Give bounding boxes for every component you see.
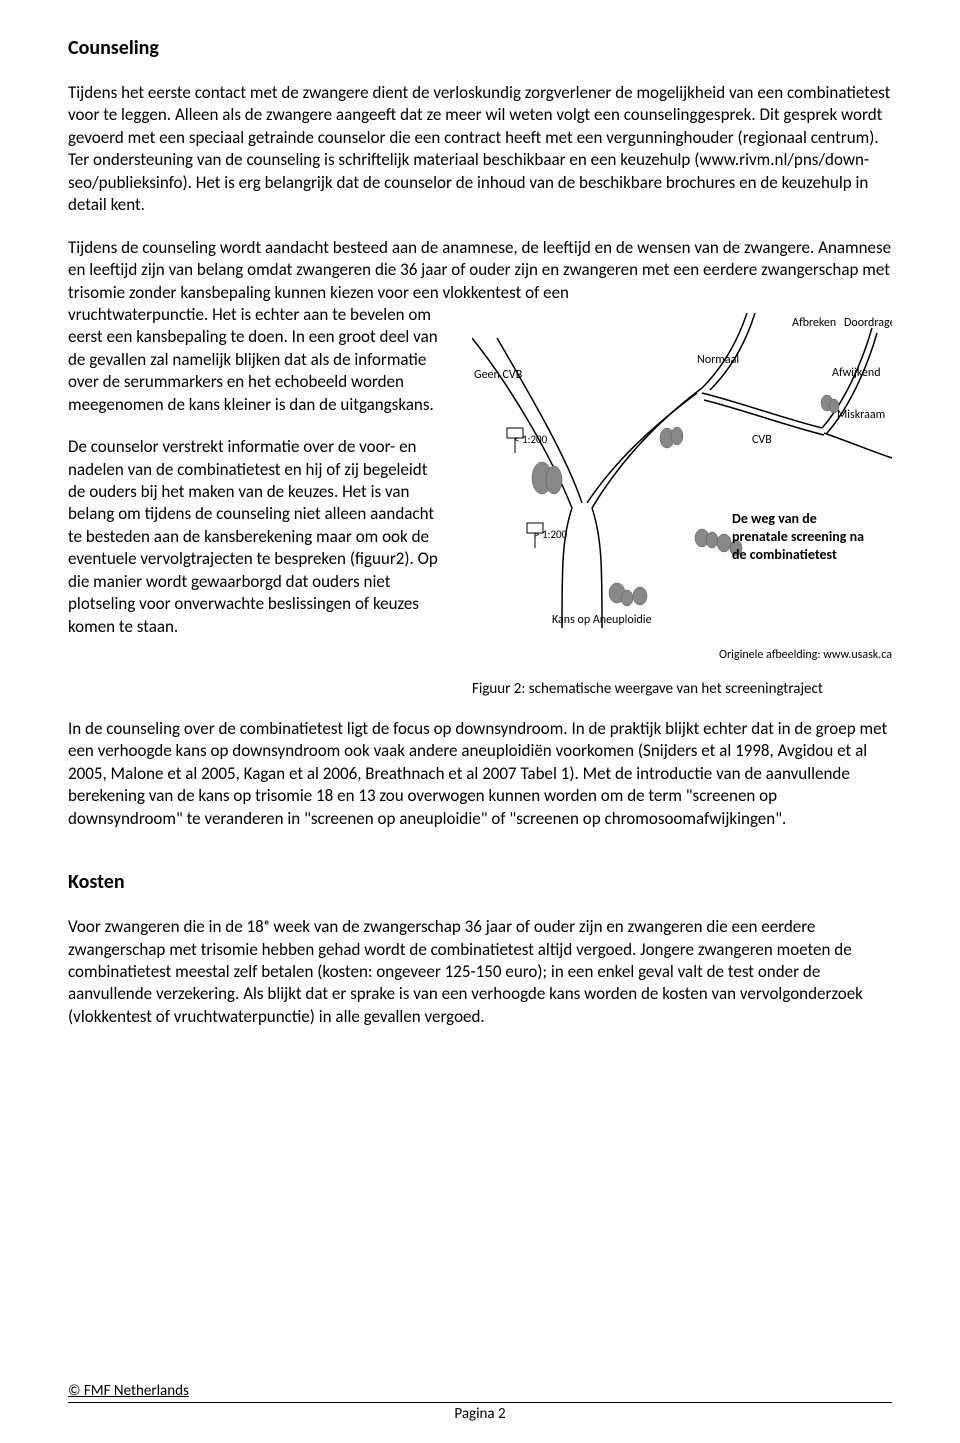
left-column: vruchtwaterpunctie. Het is echter aan te… [68,304,448,658]
footer-copyright: © FMF Netherlands [68,1382,892,1400]
label-miskraam: Miskraam [837,408,885,422]
heading-kosten: Kosten [68,870,892,894]
heading-counseling: Counseling [68,36,892,60]
footer-rule [68,1402,892,1403]
label-cvb: CVB [752,433,772,447]
label-lt200: < 1:200 [514,433,548,446]
paragraph-5: Voor zwangeren die in de 18ᵉ week van de… [68,916,892,1028]
figure-caption: Figuur 2: schematische weergave van het … [472,680,892,698]
fig-title-1: De weg van de [732,510,817,527]
label-gt200: > 1:200 [534,528,568,541]
paragraph-4: In de counseling over de combinatietest … [68,718,892,830]
paragraph-2b: vruchtwaterpunctie. Het is echter aan te… [68,304,448,416]
label-geen-cvb: Geen CVB [474,368,523,382]
label-doordragen: Doordragen [844,316,892,330]
footer: © FMF Netherlands Pagina 2 [68,1382,892,1423]
figure-credit: Originele afbeelding: www.usask.ca [472,648,892,662]
label-kans: Kans op Aneuploidie [552,613,652,627]
label-afbreken: Afbreken [792,316,836,330]
fig-title-3: de combinatietest [732,546,837,563]
label-afwijkend: Afwijkend [832,366,881,380]
screening-diagram: Geen CVB < 1:200 > 1:200 Kans op Aneuplo… [472,308,892,638]
page: Counseling Tijdens het eerste contact me… [0,0,960,1443]
fig-title-2: prenatale screening na [732,528,864,545]
paragraph-2a: Tijdens de counseling wordt aandacht bes… [68,237,892,304]
label-normaal: Normaal [697,353,739,367]
paragraph-3: De counselor verstrekt informatie over d… [68,436,448,638]
footer-page: Pagina 2 [68,1405,892,1423]
wrap-row: Geen CVB < 1:200 > 1:200 Kans op Aneuplo… [68,304,892,698]
paragraph-1: Tijdens het eerste contact met de zwange… [68,82,892,217]
figure-2: Geen CVB < 1:200 > 1:200 Kans op Aneuplo… [472,308,892,698]
